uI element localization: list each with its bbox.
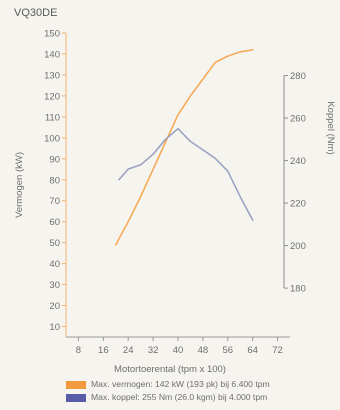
y-left-tick-label: 150 <box>44 29 60 40</box>
legend-label-torque: Max. koppel: 255 Nm (26.0 kgm) bij 4.000… <box>91 392 268 402</box>
y-left-tick-label: 90 <box>49 154 60 165</box>
y-left-tick-label: 140 <box>44 49 60 60</box>
y-left-tick-label: 70 <box>49 196 60 207</box>
x-tick-label: 32 <box>148 345 159 356</box>
y-right-tick-label: 180 <box>290 284 306 295</box>
legend-swatch-torque <box>66 393 86 402</box>
x-tick-label: 16 <box>98 345 109 356</box>
x-tick-label: 40 <box>173 345 184 356</box>
power-curve <box>115 48 254 246</box>
legend-swatch-power <box>66 380 86 389</box>
legend-item-torque: Max. koppel: 255 Nm (26.0 kgm) bij 4.000… <box>66 391 270 404</box>
y-left-tick-label: 80 <box>49 175 60 186</box>
torque-curve <box>118 127 254 221</box>
series-lines <box>115 48 254 246</box>
x-tick-label: 24 <box>123 345 134 356</box>
y-left-tick-label: 60 <box>49 217 60 228</box>
y-left-tick-label: 130 <box>44 70 60 81</box>
y-right-tick-label: 200 <box>290 241 306 252</box>
y-left-tick-label: 30 <box>49 280 60 291</box>
y-left-axis-label: Vermogen (kW) <box>14 152 25 218</box>
y-left-tick-label: 50 <box>49 238 60 249</box>
y-left-tick-label: 120 <box>44 91 60 102</box>
y-left-tick-label: 100 <box>44 133 60 144</box>
y-right-tick-label: 220 <box>290 199 306 210</box>
x-tick-label: 72 <box>272 345 283 356</box>
y-right-axis-label: Koppel (Nm) <box>325 101 336 154</box>
axes: 10 20 30 40 50 60 70 80 90 100 110 120 130 140 150 8 16 2… <box>44 29 306 357</box>
y-left-tick-label: 10 <box>49 322 60 333</box>
x-axis-label: Motortoerental (tpm x 100) <box>114 364 226 375</box>
y-right-tick-label: 280 <box>290 71 306 82</box>
chart-title: VQ30DE <box>14 7 57 19</box>
legend-label-power: Max. vermogen: 142 kW (193 pk) bij 6.400… <box>91 379 270 389</box>
x-tick-label: 8 <box>76 345 81 356</box>
x-tick-label: 56 <box>222 345 233 356</box>
legend: Max. vermogen: 142 kW (193 pk) bij 6.400… <box>66 378 270 404</box>
y-right-tick-label: 260 <box>290 114 306 125</box>
y-left-tick-label: 110 <box>45 112 60 123</box>
legend-item-power: Max. vermogen: 142 kW (193 pk) bij 6.400… <box>66 378 270 391</box>
x-tick-label: 64 <box>247 345 258 356</box>
y-left-tick-label: 40 <box>49 259 60 270</box>
y-right-tick-label: 240 <box>290 156 306 167</box>
x-tick-label: 48 <box>198 345 209 356</box>
y-left-tick-label: 20 <box>49 301 60 312</box>
